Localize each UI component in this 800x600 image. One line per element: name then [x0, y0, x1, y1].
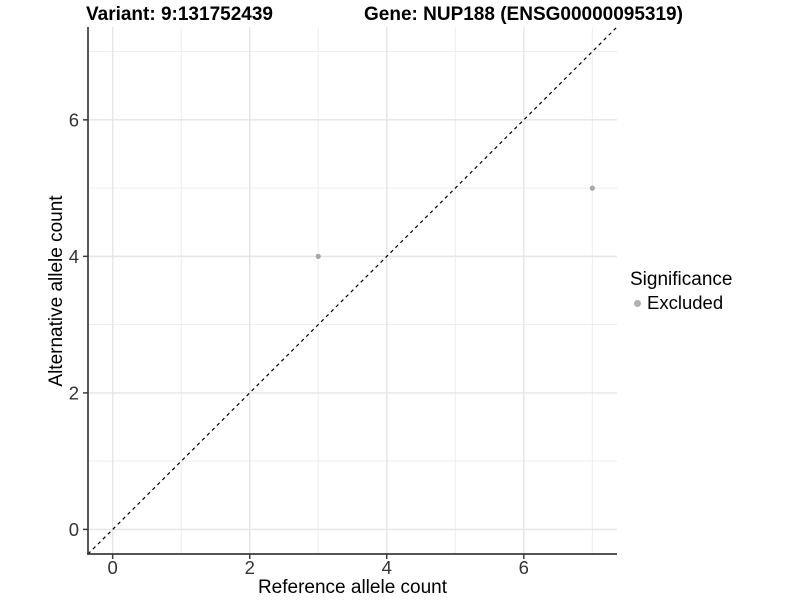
plot-title-variant: Variant: 9:131752439: [86, 4, 273, 25]
x-axis-tick-label: 4: [382, 557, 392, 578]
y-axis-tick-label: 0: [69, 519, 79, 540]
legend-item-label: Excluded: [647, 292, 724, 313]
x-axis-tick-label: 2: [245, 557, 255, 578]
data-point: [315, 253, 321, 259]
circle-marker-icon: [634, 299, 641, 307]
x-axis-tick-label: 0: [108, 557, 118, 578]
y-axis-tick-label: 6: [69, 109, 79, 130]
legend-item-excluded: Excluded: [630, 292, 732, 314]
x-axis-tick-label: 6: [519, 557, 529, 578]
plot-title-gene: Gene: NUP188 (ENSG00000095319): [364, 4, 683, 25]
x-axis-title: Reference allele count: [257, 577, 448, 598]
identity-dashed-line: [87, 26, 618, 555]
y-axis-tick-label: 4: [69, 246, 79, 267]
legend: Significance Excluded: [630, 269, 732, 314]
y-axis-title: Alternative allele count: [46, 195, 67, 387]
data-point: [589, 185, 595, 191]
legend-title: Significance: [630, 269, 733, 290]
y-axis-tick-label: 2: [69, 382, 79, 403]
